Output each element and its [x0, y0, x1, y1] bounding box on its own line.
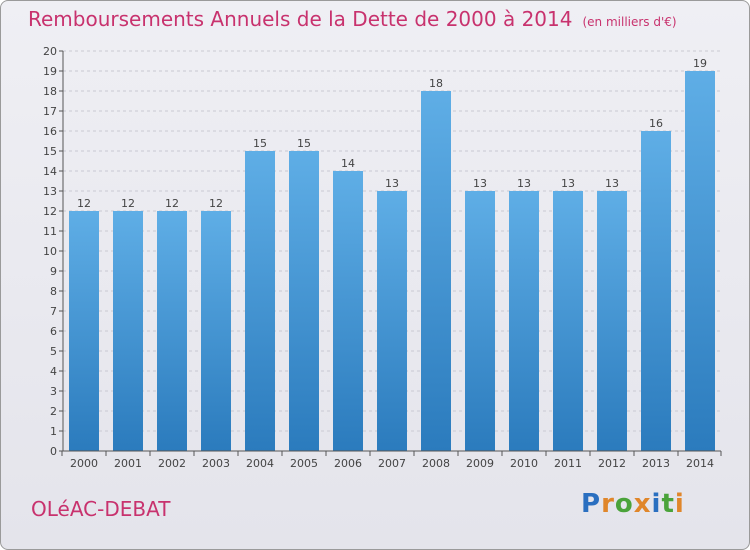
proxiti-logo: Proxiti [581, 489, 685, 519]
bar-2009 [465, 191, 495, 451]
bar-2011 [553, 191, 583, 451]
x-tick-label-2012: 2012 [598, 457, 626, 470]
bar-2008 [421, 91, 451, 451]
y-tick-label-12: 12 [43, 205, 57, 218]
x-axis: 2000 2001 2002 2003 2004 2005 2006 2007 2008 2009… [61, 450, 722, 470]
data-label-2014: 19 [693, 57, 707, 70]
y-tick-label-2: 2 [50, 405, 57, 418]
bar-2002 [157, 211, 187, 451]
y-tick-label-14: 14 [43, 165, 57, 178]
data-labels: 12 12 12 12 15 15 14 13 18 13 13 13 13 16 19 [77, 57, 707, 210]
y-tick-label-11: 11 [43, 225, 57, 238]
bar-2000 [69, 211, 99, 451]
data-label-2000: 12 [77, 197, 91, 210]
chart-title: Remboursements Annuels de la Dette de 20… [28, 7, 677, 31]
data-label-2001: 12 [121, 197, 135, 210]
x-tick-label-2001: 2001 [114, 457, 142, 470]
y-tick-label-3: 3 [50, 385, 57, 398]
y-tick-label-6: 6 [50, 325, 57, 338]
x-tick-label-2008: 2008 [422, 457, 450, 470]
x-tick-label-2000: 2000 [70, 457, 98, 470]
data-label-2010: 13 [517, 177, 531, 190]
chart-unit-note: (en milliers d'€) [582, 15, 677, 29]
data-label-2004: 15 [253, 137, 267, 150]
data-label-2007: 13 [385, 177, 399, 190]
bar-2010 [509, 191, 539, 451]
data-label-2002: 12 [165, 197, 179, 210]
logo-letter-5: t [661, 489, 675, 519]
y-tick-label-9: 9 [50, 265, 57, 278]
chart-title-text: Remboursements Annuels de la Dette de 20… [28, 7, 573, 31]
bar-2012 [597, 191, 627, 451]
y-tick-label-7: 7 [50, 305, 57, 318]
y-tick-label-16: 16 [43, 125, 57, 138]
bar-2005 [289, 151, 319, 451]
bar-2007 [377, 191, 407, 451]
data-label-2013: 16 [649, 117, 663, 130]
data-label-2012: 13 [605, 177, 619, 190]
logo-letter-4: i [651, 489, 662, 519]
bar-2001 [113, 211, 143, 451]
y-tick-label-5: 5 [50, 345, 57, 358]
data-label-2005: 15 [297, 137, 311, 150]
x-tick-label-2009: 2009 [466, 457, 494, 470]
x-tick-label-2010: 2010 [510, 457, 538, 470]
y-tick-label-19: 19 [43, 65, 57, 78]
bar-2006 [333, 171, 363, 451]
data-label-2003: 12 [209, 197, 223, 210]
data-label-2009: 13 [473, 177, 487, 190]
y-tick-label-18: 18 [43, 85, 57, 98]
y-tick-label-15: 15 [43, 145, 57, 158]
x-tick-label-2006: 2006 [334, 457, 362, 470]
x-tick-label-2003: 2003 [202, 457, 230, 470]
y-tick-label-4: 4 [50, 365, 57, 378]
data-label-2011: 13 [561, 177, 575, 190]
x-tick-label-2005: 2005 [290, 457, 318, 470]
bar-2014 [685, 71, 715, 451]
y-tick-label-13: 13 [43, 185, 57, 198]
y-tick-label-17: 17 [43, 105, 57, 118]
x-tick-label-2014: 2014 [686, 457, 714, 470]
x-tick-label-2002: 2002 [158, 457, 186, 470]
x-tick-label-2011: 2011 [554, 457, 582, 470]
bars [69, 71, 715, 451]
x-tick-label-2007: 2007 [378, 457, 406, 470]
y-tick-label-8: 8 [50, 285, 57, 298]
y-tick-label-20: 20 [43, 45, 57, 58]
bar-2013 [641, 131, 671, 451]
logo-letter-6: i [674, 489, 685, 519]
bar-2003 [201, 211, 231, 451]
x-tick-label-2004: 2004 [246, 457, 274, 470]
logo-letter-1: r [601, 489, 615, 519]
y-tick-label-10: 10 [43, 245, 57, 258]
bar-2004 [245, 151, 275, 451]
commune-name: OLéAC-DEBAT [31, 497, 171, 521]
logo-letter-3: x [633, 489, 652, 519]
data-label-2006: 14 [341, 157, 355, 170]
y-tick-label-1: 1 [50, 425, 57, 438]
y-tick-label-0: 0 [50, 445, 57, 458]
data-label-2008: 18 [429, 77, 443, 90]
x-tick-label-2013: 2013 [642, 457, 670, 470]
logo-letter-0: P [581, 489, 602, 519]
logo-letter-2: o [614, 489, 634, 519]
